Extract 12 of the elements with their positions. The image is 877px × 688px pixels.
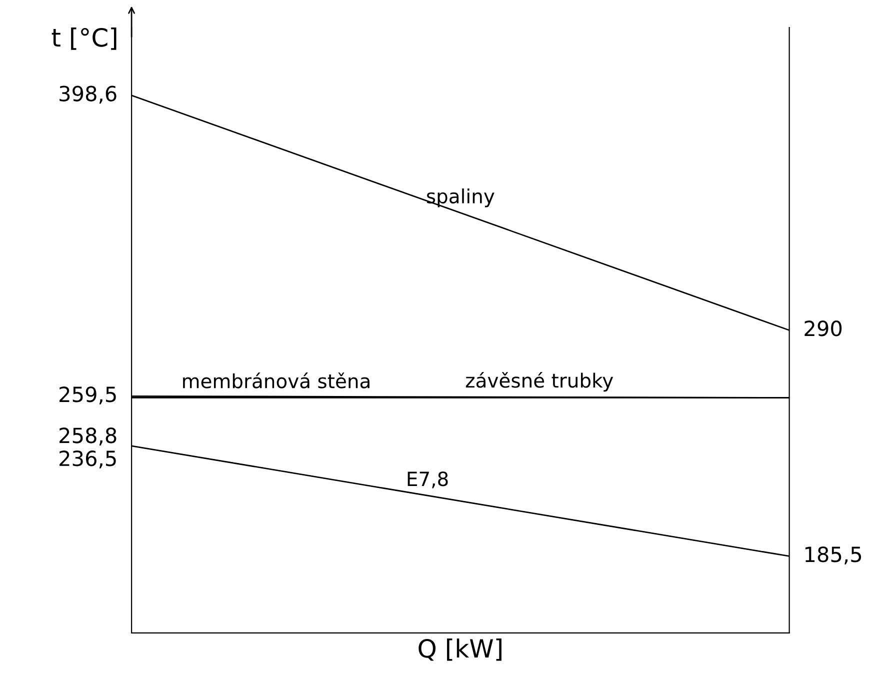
data-label: 290: [804, 320, 842, 336]
data-label: 185,5: [805, 546, 862, 564]
x-axis-title: Q [kW]: [418, 638, 502, 661]
data-label: 398,6: [60, 86, 116, 104]
series-label: závěsné trubky: [466, 372, 614, 392]
series-label: E7,8: [408, 472, 448, 488]
data-label: 259,5: [60, 386, 116, 404]
data-label: 258,8: [60, 428, 116, 446]
series-label: spaliny: [426, 188, 494, 208]
data-label: 236,5: [60, 450, 116, 468]
series-label: membránová stěna: [183, 372, 370, 388]
y-axis-title: t [°C]: [52, 28, 116, 50]
